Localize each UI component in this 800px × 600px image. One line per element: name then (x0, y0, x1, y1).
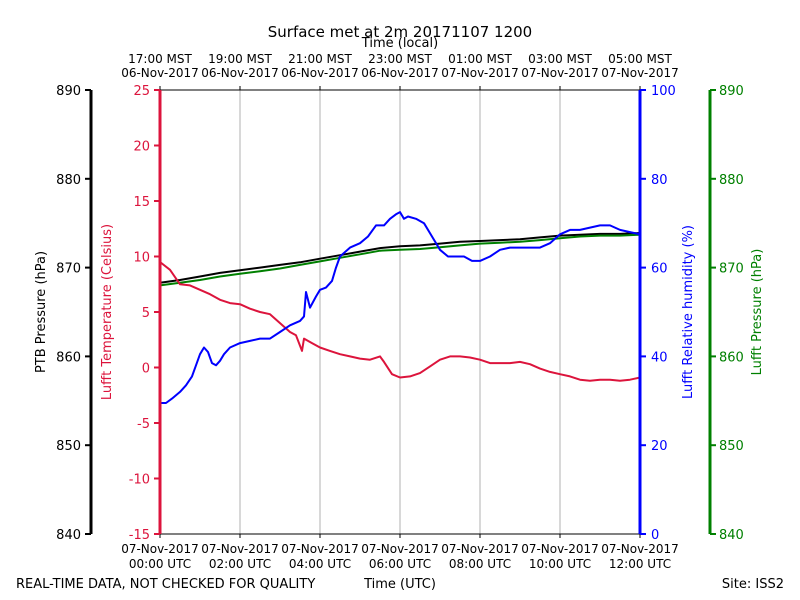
top-tick-time-5: 03:00 MST (528, 52, 592, 66)
ptb-tick-label-4: 880 (56, 173, 81, 188)
bottom-tick-time-3: 06:00 UTC (369, 557, 431, 571)
temp-tick-label-3: 0 (142, 362, 150, 377)
top-tick-date-3: 06-Nov-2017 (361, 66, 439, 80)
bottom-tick-date-3: 07-Nov-2017 (361, 542, 439, 556)
pres-tick-label-4: 880 (719, 173, 744, 188)
bottom-tick-time-5: 10:00 UTC (529, 557, 591, 571)
temp-tick-label-8: 25 (133, 84, 150, 99)
bottom-tick-date-5: 07-Nov-2017 (521, 542, 599, 556)
bottom-tick-date-1: 07-Nov-2017 (201, 542, 279, 556)
ptb-tick-label-2: 860 (56, 350, 81, 365)
site-label: Site: ISS2 (722, 577, 784, 592)
rh-tick-label-4: 80 (651, 173, 668, 188)
top-tick-date-6: 07-Nov-2017 (601, 66, 679, 80)
rh-tick-label-2: 40 (651, 350, 668, 365)
chart-title: Surface met at 2m 20171107 1200 (268, 23, 532, 41)
temp-tick-label-6: 15 (133, 195, 150, 210)
bottom-tick-time-2: 04:00 UTC (289, 557, 351, 571)
ptb-axis-label: PTB Pressure (hPa) (34, 251, 49, 373)
top-tick-date-5: 07-Nov-2017 (521, 66, 599, 80)
bottom-tick-time-6: 12:00 UTC (609, 557, 671, 571)
ptb-tick-label-5: 890 (56, 84, 81, 99)
top-tick-date-4: 07-Nov-2017 (441, 66, 519, 80)
bottom-tick-date-4: 07-Nov-2017 (441, 542, 519, 556)
pres-axis-label: Lufft Pressure (hPa) (750, 249, 765, 376)
bottom-axis-label: Time (UTC) (363, 577, 436, 592)
temp-tick-label-4: 5 (142, 306, 150, 321)
bottom-tick-time-1: 02:00 UTC (209, 557, 271, 571)
top-tick-time-3: 23:00 MST (368, 52, 432, 66)
pres-tick-label-3: 870 (719, 262, 744, 277)
series-layer (159, 211, 641, 404)
top-axis-label: Time (local) (361, 36, 438, 51)
temp-tick-label-0: -15 (129, 528, 150, 543)
top-tick-date-1: 06-Nov-2017 (201, 66, 279, 80)
rh-tick-label-5: 100 (651, 84, 676, 99)
pres-tick-label-0: 840 (719, 528, 744, 543)
pres-tick-label-2: 860 (719, 350, 744, 365)
ptb-tick-label-1: 850 (56, 439, 81, 454)
rh-tick-label-3: 60 (651, 262, 668, 277)
bottom-tick-time-4: 08:00 UTC (449, 557, 511, 571)
footer-quality-note: REAL-TIME DATA, NOT CHECKED FOR QUALITY (16, 577, 315, 592)
rh-tick-label-1: 20 (651, 439, 668, 454)
top-tick-date-0: 06-Nov-2017 (121, 66, 199, 80)
bottom-tick-date-6: 07-Nov-2017 (601, 542, 679, 556)
bottom-tick-date-2: 07-Nov-2017 (281, 542, 359, 556)
ptb-tick-label-0: 840 (56, 528, 81, 543)
top-tick-time-0: 17:00 MST (128, 52, 192, 66)
rh-tick-label-0: 0 (651, 528, 659, 543)
temp-tick-label-1: -10 (129, 473, 150, 488)
top-tick-time-4: 01:00 MST (448, 52, 512, 66)
series-lufft-relative-humidity (160, 211, 641, 404)
series-lufft-temperature (159, 261, 641, 382)
bottom-tick-date-0: 07-Nov-2017 (121, 542, 199, 556)
temp-tick-label-2: -5 (137, 417, 150, 432)
ptb-tick-label-3: 870 (56, 262, 81, 277)
top-tick-time-2: 21:00 MST (288, 52, 352, 66)
series-lufft-pressure (159, 233, 641, 287)
pres-tick-label-5: 890 (719, 84, 744, 99)
top-tick-time-1: 19:00 MST (208, 52, 272, 66)
top-tick-time-6: 05:00 MST (608, 52, 672, 66)
rh-axis-label: Lufft Relative humidity (%) (681, 225, 696, 399)
temp-tick-label-5: 10 (133, 251, 150, 266)
gridlines (239, 90, 561, 534)
pres-tick-label-1: 850 (719, 439, 744, 454)
top-tick-date-2: 06-Nov-2017 (281, 66, 359, 80)
temp-tick-label-7: 20 (133, 140, 150, 155)
bottom-tick-time-0: 00:00 UTC (129, 557, 191, 571)
temp-axis-label: Lufft Temperature (Celsius) (100, 224, 115, 400)
